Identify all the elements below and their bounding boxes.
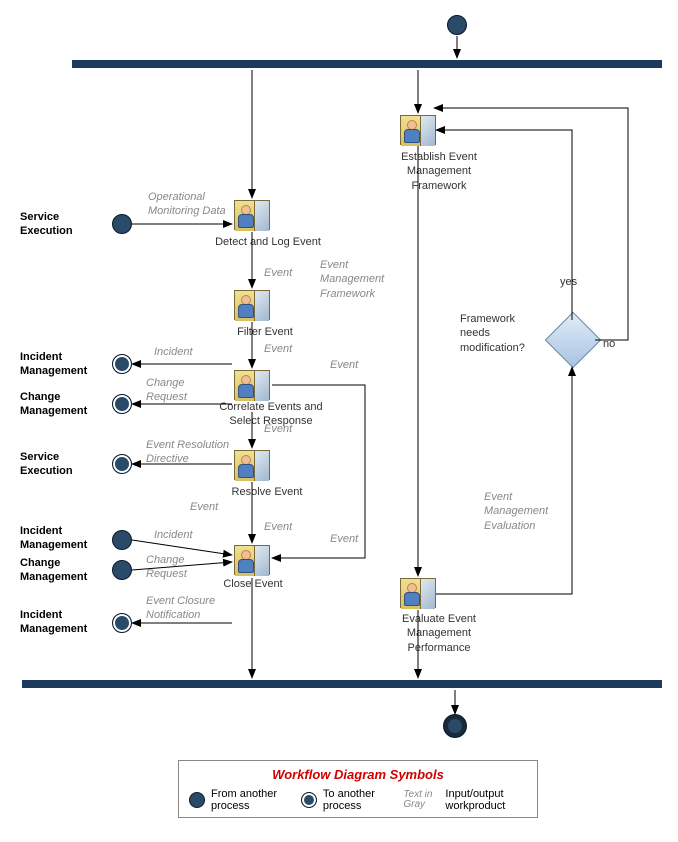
arrow-layer bbox=[0, 0, 678, 842]
ext-process-label: Incident Management bbox=[20, 524, 100, 553]
flow-label: Change Request bbox=[146, 376, 216, 405]
ext-out-dot bbox=[112, 354, 132, 374]
ext-out-dot bbox=[112, 454, 132, 474]
flowchart-canvas: Establish Event Management Framework Det… bbox=[0, 0, 678, 842]
flow-label: Event Closure Notification bbox=[146, 594, 226, 623]
flow-label: Operational Monitoring Data bbox=[148, 190, 228, 219]
flow-label: Event bbox=[330, 358, 358, 372]
activity-detect bbox=[234, 200, 270, 230]
activity-label: Resolve Event bbox=[222, 485, 312, 499]
flow-label: Incident bbox=[154, 345, 193, 359]
ext-process-label: Change Management bbox=[20, 390, 100, 419]
activity-correlate bbox=[234, 370, 270, 400]
ext-process-label: Change Management bbox=[20, 556, 100, 585]
fork-bar-top bbox=[72, 60, 662, 68]
flow-label: Incident bbox=[154, 528, 193, 542]
legend-title: Workflow Diagram Symbols bbox=[189, 767, 527, 782]
ext-process-label: Service Execution bbox=[20, 210, 100, 239]
legend-label: Input/output workproduct bbox=[445, 788, 527, 812]
activity-resolve bbox=[234, 450, 270, 480]
flow-label: Event bbox=[264, 520, 292, 534]
ext-process-label: Incident Management bbox=[20, 350, 100, 379]
ext-process-label: Service Execution bbox=[20, 450, 100, 479]
decision-no: no bbox=[603, 337, 615, 351]
flow-label: Change Request bbox=[146, 553, 226, 582]
flow-label: Event bbox=[190, 500, 218, 514]
decision-yes: yes bbox=[560, 275, 577, 289]
ext-in-dot bbox=[112, 560, 132, 580]
decision-diamond bbox=[545, 312, 602, 369]
legend-label: To another process bbox=[323, 788, 386, 812]
legend-box: Workflow Diagram Symbols From another pr… bbox=[178, 760, 538, 818]
flow-label: Event Resolution Directive bbox=[146, 438, 236, 467]
activity-establish bbox=[400, 115, 436, 145]
legend-dot-in-icon bbox=[189, 792, 205, 808]
ext-in-dot bbox=[112, 214, 132, 234]
flow-label: Event bbox=[264, 422, 292, 436]
activity-label: Close Event bbox=[218, 577, 288, 591]
start-node bbox=[447, 15, 467, 35]
decision-label: Framework needs modification? bbox=[460, 312, 540, 355]
ext-out-dot bbox=[112, 394, 132, 414]
activity-label: Evaluate Event Management Performance bbox=[374, 612, 504, 655]
activity-label: Detect and Log Event bbox=[208, 235, 328, 249]
legend-label: From another process bbox=[211, 788, 284, 812]
end-node bbox=[444, 715, 466, 737]
flow-label: Event bbox=[264, 342, 292, 356]
legend-row: From another process To another process … bbox=[189, 788, 527, 812]
activity-close bbox=[234, 545, 270, 575]
activity-filter bbox=[234, 290, 270, 320]
flow-label: Event Management Framework bbox=[320, 258, 400, 301]
join-bar-bottom bbox=[22, 680, 662, 688]
activity-evaluate bbox=[400, 578, 436, 608]
activity-label: Filter Event bbox=[230, 325, 300, 339]
legend-gray-sample: Text in Gray bbox=[403, 790, 439, 810]
flow-label: Event bbox=[264, 266, 292, 280]
ext-out-dot bbox=[112, 613, 132, 633]
activity-label: Establish Event Management Framework bbox=[379, 150, 499, 193]
flow-label: Event bbox=[330, 532, 358, 546]
legend-dot-out-icon bbox=[301, 792, 317, 808]
flow-label: Event Management Evaluation bbox=[484, 490, 564, 533]
ext-process-label: Incident Management bbox=[20, 608, 100, 637]
ext-in-dot bbox=[112, 530, 132, 550]
